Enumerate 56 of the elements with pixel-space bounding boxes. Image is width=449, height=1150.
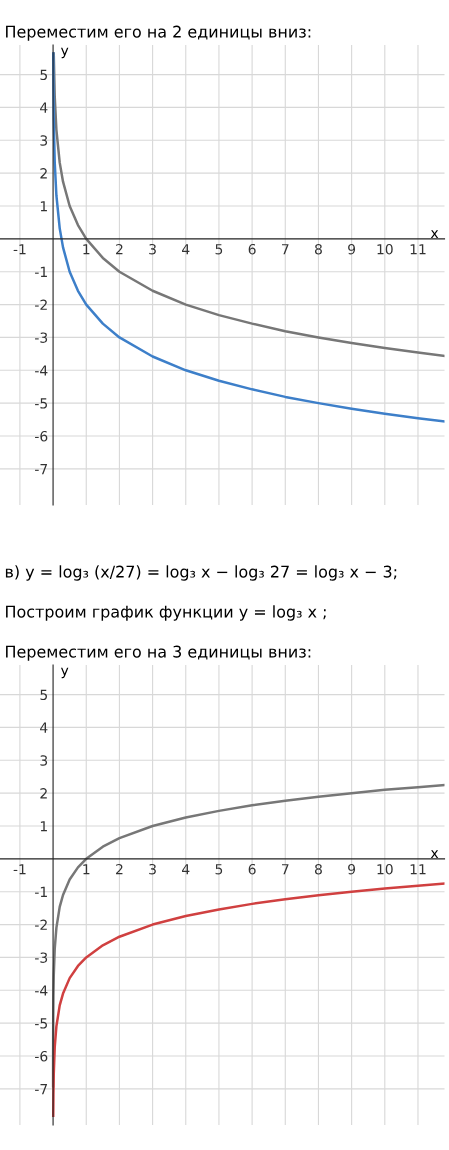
- x-tick-label: 1: [83, 864, 90, 875]
- y-tick-label: 4: [40, 722, 48, 733]
- x-tick-label: 5: [215, 244, 223, 255]
- y-tick-label: -7: [35, 1084, 48, 1095]
- x-tick-label: 10: [377, 863, 393, 875]
- y-tick-label: 5: [40, 689, 47, 701]
- chart-title: Переместим его на 2 единицы вниз:: [6, 25, 311, 41]
- y-tick-label: -6: [35, 430, 48, 442]
- x-tick-label: 1: [83, 244, 90, 255]
- y-tick-label: 2: [40, 168, 47, 179]
- y-tick-label: 3: [40, 755, 48, 766]
- x-tick-label: 9: [348, 863, 356, 875]
- y-tick-label: -2: [35, 299, 47, 310]
- text: Построим график функции y = log₃ x ;: [6, 605, 326, 621]
- y-tick-label: 1: [40, 201, 47, 212]
- x-tick-label: 9: [348, 243, 356, 255]
- y-tick-label: 4: [40, 102, 48, 113]
- x-tick-label: 8: [314, 243, 322, 255]
- y-tick-label: 3: [40, 135, 48, 146]
- x-axis-title: x: [430, 850, 439, 858]
- x-tick-label: 2: [116, 243, 123, 255]
- y-tick-label: -5: [35, 398, 47, 409]
- y-tick-label: -3: [35, 952, 48, 963]
- x-tick-label: 11: [410, 864, 426, 875]
- y-tick-label: -1: [35, 886, 47, 897]
- x-tick-label: -1: [13, 864, 26, 875]
- x-tick-label: 2: [116, 863, 123, 875]
- x-tick-label: 11: [410, 244, 426, 255]
- y-tick-label: -1: [35, 266, 47, 277]
- x-tick-label: 3: [149, 243, 156, 255]
- y-axis-title: y: [60, 47, 69, 59]
- y-tick-label: 2: [40, 788, 47, 799]
- x-tick-label: 5: [215, 864, 223, 875]
- y-tick-label: -3: [35, 332, 48, 343]
- y-tick-label: 1: [40, 821, 47, 832]
- x-tick-label: 6: [248, 863, 256, 875]
- y-tick-label: -4: [35, 365, 48, 376]
- x-tick-label: 4: [182, 244, 190, 255]
- x-tick-label: 8: [314, 863, 322, 875]
- x-tick-label: 7: [282, 244, 289, 255]
- x-tick-label: 3: [149, 863, 156, 875]
- y-tick-label: -2: [35, 919, 47, 930]
- y-tick-label: 5: [40, 69, 47, 81]
- x-tick-label: 10: [377, 243, 393, 255]
- text: в) y = log₃ (x/27) = log₃ x − log₃ 27 = log₃ x − 3;: [5, 565, 397, 581]
- x-tick-label: 6: [248, 243, 256, 255]
- x-tick-label: 4: [182, 864, 190, 875]
- y-tick-label: -7: [35, 464, 48, 475]
- x-axis-title: x: [430, 230, 439, 238]
- y-tick-label: -5: [35, 1018, 47, 1029]
- y-tick-label: -4: [35, 985, 48, 996]
- chart-title: Переместим его на 3 единицы вниз:: [6, 645, 311, 661]
- y-axis-title: y: [60, 667, 69, 679]
- x-tick-label: -1: [13, 244, 26, 255]
- y-tick-label: -6: [35, 1050, 48, 1062]
- x-tick-label: 7: [282, 864, 289, 875]
